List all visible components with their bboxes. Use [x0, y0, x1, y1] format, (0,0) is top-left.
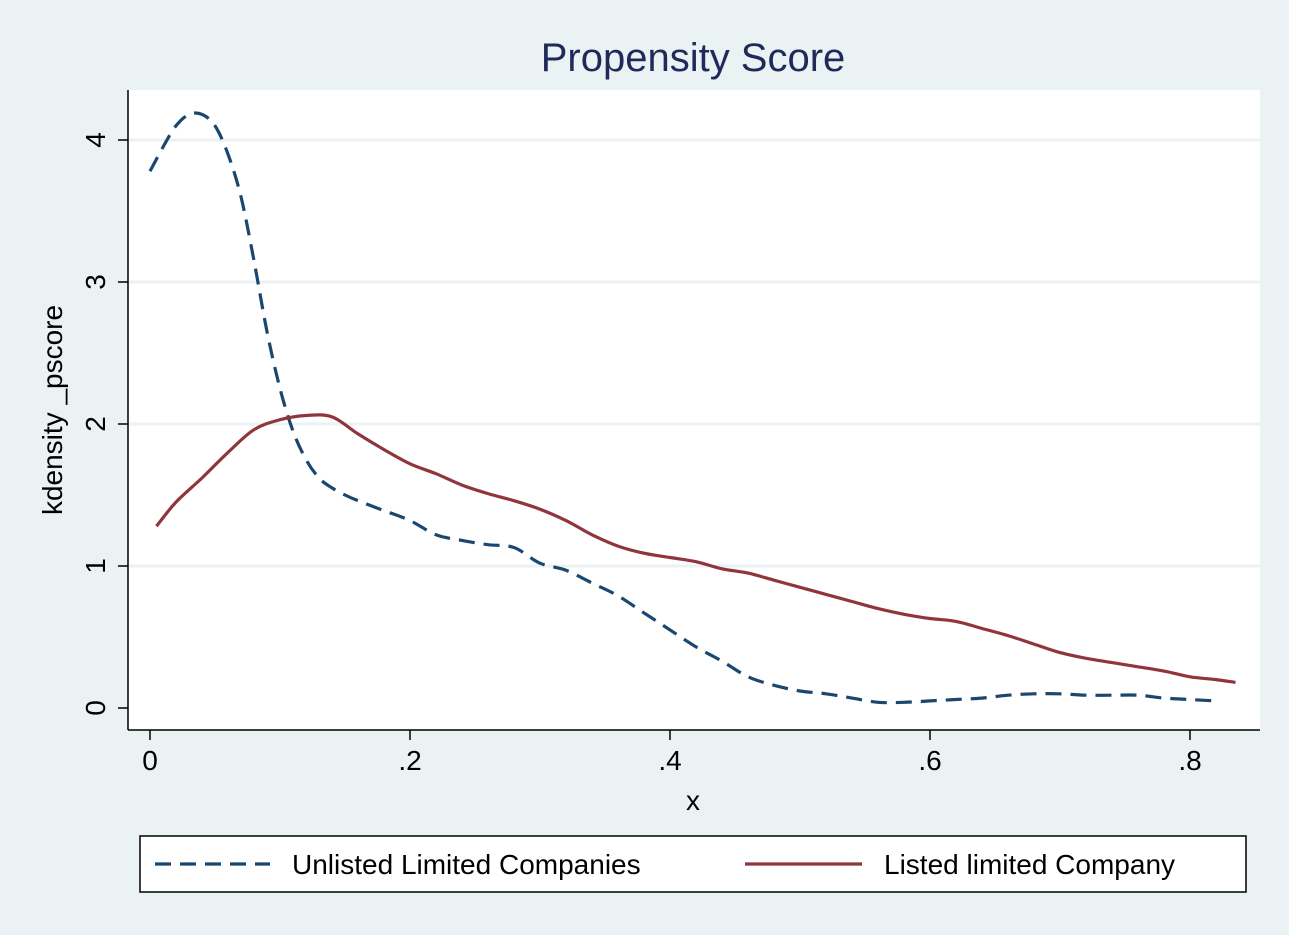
x-tick-label: .8	[1178, 745, 1201, 776]
x-tick-label: 0	[142, 745, 158, 776]
x-ticks: 0 .2 .4 .6 .8	[142, 730, 1202, 776]
x-tick-label: .6	[918, 745, 941, 776]
x-tick-label: .2	[398, 745, 421, 776]
legend: Unlisted Limited Companies Listed limited…	[139, 835, 1247, 893]
x-axis-label: x	[686, 785, 700, 816]
axes	[127, 90, 1260, 731]
legend-label: Unlisted Limited Companies	[292, 849, 641, 880]
y-tick-label: 1	[80, 558, 111, 574]
y-axis-label: kdensity _pscore	[37, 305, 68, 515]
y-tick-label: 0	[80, 700, 111, 716]
series-line-unlisted	[148, 111, 1217, 705]
legend-label: Listed limited Company	[884, 849, 1175, 880]
plot-area	[128, 90, 1260, 730]
series-group	[148, 111, 1236, 705]
y-tick-label: 4	[80, 132, 111, 148]
y-tick-label: 3	[80, 274, 111, 290]
gridlines	[129, 138, 1260, 568]
chart-title: Propensity Score	[541, 36, 846, 80]
x-tick-label: .4	[658, 745, 681, 776]
legend-box	[139, 835, 1247, 893]
y-ticks: 0 1 2 3 4	[80, 132, 128, 716]
y-tick-label: 2	[80, 416, 111, 432]
series-line-listed	[155, 413, 1236, 684]
